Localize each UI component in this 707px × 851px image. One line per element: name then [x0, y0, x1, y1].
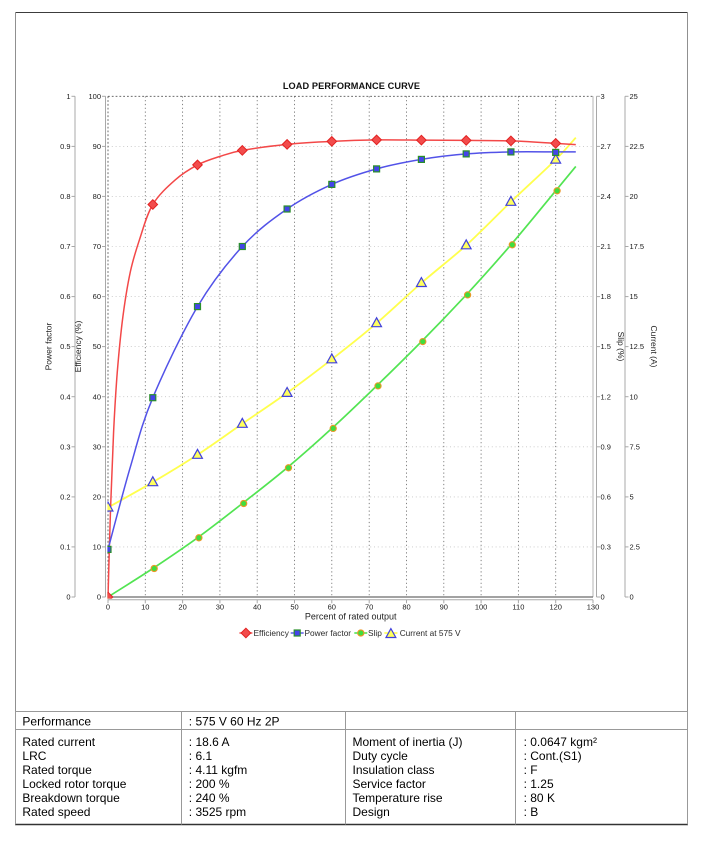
- svg-text:Efficiency: Efficiency: [254, 628, 290, 638]
- svg-text:90: 90: [93, 142, 101, 151]
- svg-text:Power factor: Power factor: [305, 628, 352, 638]
- svg-text:Breakdown torque: Breakdown torque: [22, 791, 120, 805]
- svg-text:: 240 %: : 240 %: [189, 791, 230, 805]
- svg-text:Power factor: Power factor: [44, 322, 54, 370]
- svg-text:17.5: 17.5: [630, 242, 645, 251]
- svg-text:10: 10: [141, 602, 149, 611]
- svg-text:10: 10: [93, 543, 101, 552]
- svg-text:: 0.0647 kgm²: : 0.0647 kgm²: [524, 735, 597, 749]
- svg-text:0.8: 0.8: [60, 192, 70, 201]
- svg-text:1.8: 1.8: [601, 292, 611, 301]
- svg-text:1.5: 1.5: [601, 342, 611, 351]
- svg-text:Service factor: Service factor: [353, 777, 426, 791]
- svg-text:Design: Design: [353, 805, 390, 819]
- svg-text:2.1: 2.1: [601, 242, 611, 251]
- svg-text:60: 60: [93, 292, 101, 301]
- svg-text:12.5: 12.5: [630, 342, 645, 351]
- svg-text:60: 60: [328, 602, 336, 611]
- svg-text:Rated speed: Rated speed: [22, 805, 90, 819]
- svg-text:LRC: LRC: [22, 749, 46, 763]
- svg-text:0: 0: [106, 602, 110, 611]
- svg-text:: 575 V 60 Hz 2P: : 575 V 60 Hz 2P: [189, 715, 280, 729]
- svg-text:2.5: 2.5: [630, 543, 640, 552]
- svg-text:0.9: 0.9: [601, 442, 611, 451]
- svg-text:0.3: 0.3: [60, 442, 70, 451]
- svg-text:Performance: Performance: [22, 715, 91, 729]
- svg-text:Moment of inertia (J): Moment of inertia (J): [353, 735, 463, 749]
- svg-text:22.5: 22.5: [630, 142, 645, 151]
- svg-text:Slip (%): Slip (%): [616, 332, 626, 362]
- svg-text:LOAD PERFORMANCE CURVE: LOAD PERFORMANCE CURVE: [283, 81, 420, 91]
- svg-text:0.1: 0.1: [60, 543, 70, 552]
- svg-text:70: 70: [93, 242, 101, 251]
- svg-text:110: 110: [512, 602, 524, 611]
- svg-text:10: 10: [630, 392, 638, 401]
- svg-text:30: 30: [93, 442, 101, 451]
- svg-text:0: 0: [630, 593, 634, 602]
- svg-text:Temperature rise: Temperature rise: [353, 791, 443, 805]
- svg-text:0.4: 0.4: [60, 392, 70, 401]
- svg-text:50: 50: [93, 342, 101, 351]
- svg-text:Locked rotor torque: Locked rotor torque: [22, 777, 126, 791]
- svg-text:70: 70: [365, 602, 373, 611]
- svg-text:Insulation class: Insulation class: [353, 763, 435, 777]
- svg-text:100: 100: [88, 92, 101, 101]
- svg-text:0: 0: [66, 593, 70, 602]
- svg-text:: 4.11 kgfm: : 4.11 kgfm: [189, 763, 247, 777]
- svg-text:Slip: Slip: [368, 628, 382, 638]
- svg-text:Efficiency (%): Efficiency (%): [73, 320, 83, 372]
- svg-text:Duty cycle: Duty cycle: [353, 749, 409, 763]
- svg-text:7.5: 7.5: [630, 442, 640, 451]
- svg-text:20: 20: [93, 493, 101, 502]
- svg-text:Current (A): Current (A): [649, 325, 659, 367]
- svg-text:0: 0: [97, 593, 101, 602]
- svg-text:40: 40: [253, 602, 261, 611]
- svg-text:: Cont.(S1): : Cont.(S1): [524, 749, 582, 763]
- svg-text:Current at 575 V: Current at 575 V: [400, 628, 461, 638]
- svg-text:50: 50: [290, 602, 298, 611]
- svg-text:3: 3: [601, 92, 605, 101]
- svg-text:0.6: 0.6: [60, 292, 70, 301]
- svg-text:30: 30: [216, 602, 224, 611]
- svg-text:0.6: 0.6: [601, 493, 611, 502]
- svg-text:40: 40: [93, 392, 101, 401]
- svg-text:Rated current: Rated current: [22, 735, 95, 749]
- svg-text:: 6.1: : 6.1: [189, 749, 213, 763]
- svg-text:0.3: 0.3: [601, 543, 611, 552]
- svg-text:Rated torque: Rated torque: [22, 763, 92, 777]
- svg-text:: 1.25: : 1.25: [524, 777, 554, 791]
- svg-text:0.9: 0.9: [60, 142, 70, 151]
- svg-text:20: 20: [630, 192, 638, 201]
- svg-text:100: 100: [475, 602, 488, 611]
- svg-text:: 3525 rpm: : 3525 rpm: [189, 805, 246, 819]
- svg-text:0.5: 0.5: [60, 342, 70, 351]
- svg-text:2.4: 2.4: [601, 192, 611, 201]
- svg-text:1: 1: [66, 92, 70, 101]
- svg-text:25: 25: [630, 92, 638, 101]
- svg-text:0.2: 0.2: [60, 493, 70, 502]
- svg-text:: 80 K: : 80 K: [524, 791, 555, 805]
- svg-text:20: 20: [178, 602, 186, 611]
- svg-text:80: 80: [402, 602, 410, 611]
- svg-text:: B: : B: [524, 805, 539, 819]
- svg-text:15: 15: [630, 292, 638, 301]
- svg-text:5: 5: [630, 493, 634, 502]
- svg-text:1.2: 1.2: [601, 392, 611, 401]
- svg-text:Percent of rated output: Percent of rated output: [305, 612, 397, 622]
- svg-text:2.7: 2.7: [601, 142, 611, 151]
- svg-text:80: 80: [93, 192, 101, 201]
- svg-text:130: 130: [587, 602, 600, 611]
- svg-text:120: 120: [549, 602, 562, 611]
- svg-text:: 200 %: : 200 %: [189, 777, 230, 791]
- svg-text:: 18.6 A: : 18.6 A: [189, 735, 230, 749]
- svg-text:: F: : F: [524, 763, 538, 777]
- svg-text:0.7: 0.7: [60, 242, 70, 251]
- svg-text:0: 0: [601, 593, 605, 602]
- svg-text:90: 90: [440, 602, 448, 611]
